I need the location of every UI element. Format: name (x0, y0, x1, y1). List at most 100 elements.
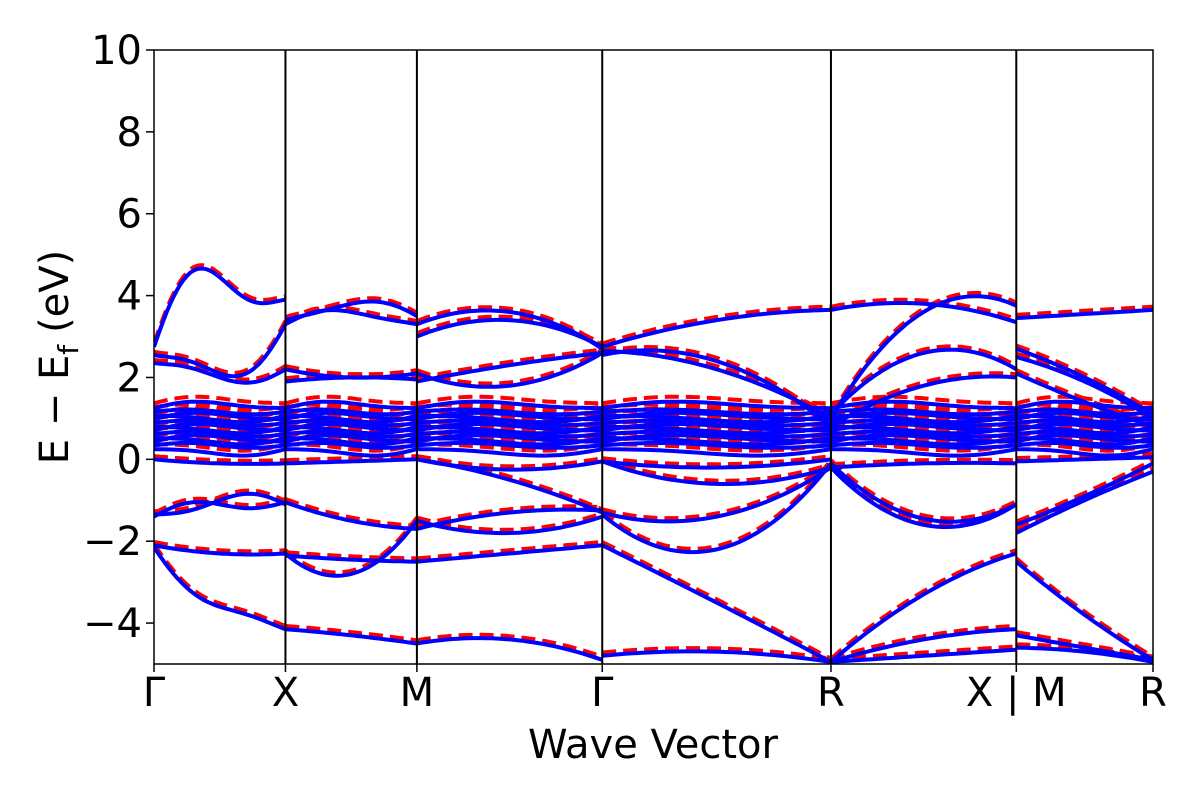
x-axis-label: Wave Vector (528, 722, 779, 768)
y-tick-label: 0 (117, 437, 142, 483)
model-band-line (416, 507, 603, 531)
reference-band-line (1015, 556, 1153, 659)
x-tick-label: Γ (591, 670, 614, 716)
model-dense-band-line (1016, 435, 1153, 447)
reference-band-line (416, 504, 603, 528)
model-dense-band-line (1016, 447, 1153, 458)
reference-band-line (154, 263, 286, 345)
model-band-line (1015, 355, 1153, 421)
model-band-line (154, 266, 286, 348)
model-dense-band-line (1016, 424, 1153, 436)
y-tick-label: 10 (91, 28, 142, 74)
reference-band-line (830, 297, 1017, 321)
model-dense-band-line (416, 399, 603, 411)
model-band-line (829, 466, 1018, 529)
model-band-line (1015, 633, 1153, 662)
model-band-line (416, 514, 603, 536)
model-band-line (602, 649, 832, 664)
reference-band-line (154, 454, 286, 463)
reference-band-line (830, 644, 1017, 661)
model-band-line (416, 350, 603, 384)
model-dense-band-line (602, 429, 832, 439)
model-band-line (285, 627, 418, 646)
reference-band-line (416, 347, 604, 386)
model-dense-band-line (285, 418, 418, 428)
model-band-line (829, 294, 1018, 420)
reference-band-line (416, 632, 603, 659)
model-dense-band-line (602, 440, 832, 450)
model-dense-band-line (416, 424, 603, 436)
model-dense-band-line (830, 413, 1017, 425)
reference-band-line (601, 344, 833, 425)
model-dense-band-line (416, 435, 603, 447)
model-dense-band-line (602, 424, 832, 436)
reference-band-line (601, 540, 832, 661)
model-dense-band-line (285, 435, 418, 447)
model-dense-band-line (830, 399, 1017, 411)
model-band-line (1015, 469, 1153, 535)
reference-band-line (600, 458, 833, 551)
reference-band-line (416, 540, 603, 561)
model-band-line (154, 323, 288, 379)
model-band-line (601, 465, 833, 524)
model-band-line (1016, 455, 1153, 464)
model-band-line (830, 460, 1017, 470)
reference-band-line (829, 458, 1018, 521)
model-dense-band-line (284, 399, 417, 411)
reference-band-line (830, 623, 1017, 661)
band-lines (154, 263, 1153, 664)
model-band-line (600, 462, 833, 555)
model-dense-band-line (601, 399, 832, 411)
model-dense-band-line (830, 440, 1017, 450)
model-band-line (285, 457, 417, 466)
x-tick-label: X | M (966, 670, 1067, 716)
y-tick-label: 6 (117, 192, 142, 238)
reference-band-line (154, 488, 287, 514)
model-band-line (1016, 645, 1153, 664)
reference-band-line (285, 454, 417, 463)
model-band-line (601, 543, 832, 664)
model-dense-band-line (154, 418, 286, 428)
model-dense-band-line (830, 418, 1017, 428)
model-band-line (416, 543, 603, 564)
model-dense-band-line (1015, 399, 1153, 411)
model-dense-band-line (602, 435, 832, 447)
reference-band-line (1015, 458, 1153, 524)
model-dense-band-line (416, 440, 603, 450)
model-band-line (1015, 461, 1153, 527)
reference-band-line (416, 347, 603, 381)
model-band-line (154, 546, 287, 632)
model-dense-band-line (830, 447, 1017, 458)
x-ticks: Γ X M Γ R X | M R (143, 664, 1167, 716)
model-band-line (416, 457, 603, 515)
y-tick-label: −2 (83, 519, 142, 565)
model-band-line (285, 375, 418, 384)
model-band-line (154, 361, 287, 385)
reference-band-line (284, 516, 419, 575)
model-dense-band-line (830, 407, 1017, 417)
y-axis-label-unit: (eV) (32, 250, 78, 333)
y-tick-label: 8 (117, 110, 142, 156)
reference-band-line (154, 320, 288, 375)
y-tick-label: 4 (117, 274, 142, 320)
model-band-line (829, 551, 1017, 664)
reference-band-line (1015, 630, 1153, 659)
model-dense-band-line (602, 407, 832, 417)
reference-band-line (154, 542, 287, 628)
model-dense-band-line (1016, 418, 1153, 428)
model-dense-band-line (285, 424, 418, 436)
y-ticks: 10 8 6 4 2 0 −2 −4 (83, 28, 154, 647)
model-dense-band-line (416, 429, 603, 439)
model-dense-band-line (285, 429, 418, 439)
model-band-line (154, 491, 287, 517)
model-band-line (601, 307, 832, 349)
model-band-line (154, 500, 286, 519)
model-band-line (1015, 346, 1153, 417)
model-dense-band-line (1016, 407, 1153, 417)
y-tick-label: −4 (83, 601, 142, 647)
model-dense-band-line (285, 447, 418, 458)
model-dense-band-line (285, 407, 418, 417)
reference-band-line (285, 623, 418, 643)
reference-band-line (601, 456, 832, 483)
